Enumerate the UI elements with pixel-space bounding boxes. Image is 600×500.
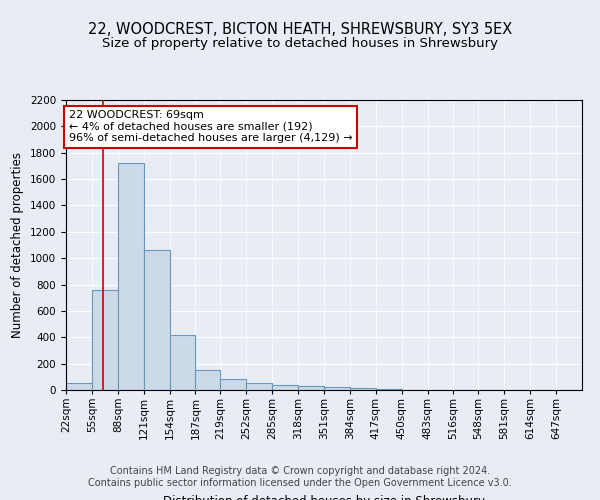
Bar	[118, 164, 143, 390]
Text: 22 WOODCREST: 69sqm
← 4% of detached houses are smaller (192)
96% of semi-detach: 22 WOODCREST: 69sqm ← 4% of detached hou…	[68, 110, 352, 144]
Bar	[247, 384, 272, 390]
Text: 22, WOODCREST, BICTON HEATH, SHREWSBURY, SY3 5EX: 22, WOODCREST, BICTON HEATH, SHREWSBURY,…	[88, 22, 512, 38]
Bar	[376, 388, 401, 390]
Bar	[272, 385, 298, 390]
Bar	[298, 386, 324, 390]
Bar	[350, 388, 376, 390]
Y-axis label: Number of detached properties: Number of detached properties	[11, 152, 25, 338]
X-axis label: Distribution of detached houses by size in Shrewsbury: Distribution of detached houses by size …	[163, 494, 485, 500]
Bar	[196, 370, 220, 390]
Bar	[324, 388, 350, 390]
Text: Size of property relative to detached houses in Shrewsbury: Size of property relative to detached ho…	[102, 38, 498, 51]
Bar	[220, 380, 247, 390]
Text: Contains HM Land Registry data © Crown copyright and database right 2024.
Contai: Contains HM Land Registry data © Crown c…	[88, 466, 512, 487]
Bar	[92, 290, 118, 390]
Bar	[143, 250, 170, 390]
Bar	[66, 383, 92, 390]
Bar	[170, 334, 196, 390]
